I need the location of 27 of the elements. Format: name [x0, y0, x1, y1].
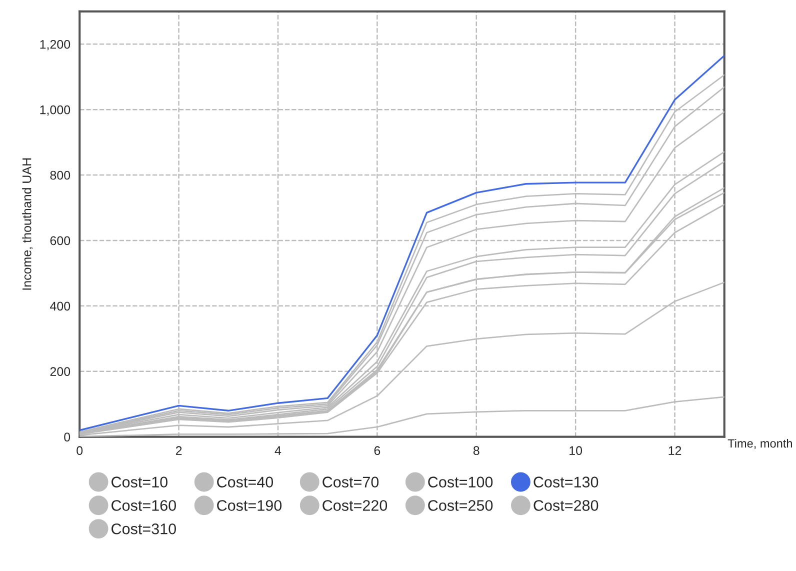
legend-label: Cost=40 — [217, 476, 274, 488]
x-tick-label: 10 — [570, 446, 582, 456]
legend-label: Cost=10 — [112, 476, 168, 488]
y-tick-label: 1,200 — [40, 40, 70, 50]
legend-label: Cost=190 — [217, 500, 282, 511]
y-axis-title: Income, thouthand UAH — [22, 158, 33, 290]
legend-label: Cost=280 — [534, 500, 598, 511]
y-tick-label: 400 — [50, 302, 70, 311]
legend-label: Cost=70 — [322, 476, 379, 488]
legend-label: Cost=220 — [322, 500, 388, 511]
y-tick-label: 1,000 — [40, 105, 70, 116]
legend-label: Cost=100 — [428, 476, 493, 488]
legend-label: Cost=160 — [112, 500, 176, 511]
x-tick-label: 6 — [374, 446, 380, 456]
legend-label: Cost=310 — [112, 523, 176, 534]
x-tick-label: 4 — [274, 446, 282, 455]
x-tick-label: 8 — [473, 446, 480, 456]
legend-label: Cost=130 — [534, 476, 598, 488]
x-axis-title: Time, month — [728, 438, 792, 450]
x-tick-label: 12 — [668, 446, 682, 455]
y-tick-label: 0 — [64, 432, 70, 442]
y-tick-label: 800 — [50, 170, 70, 180]
x-tick-label: 2 — [176, 446, 182, 455]
y-tick-label: 200 — [50, 367, 70, 376]
legend-label: Cost=250 — [428, 500, 493, 511]
y-tick-label: 600 — [50, 236, 70, 246]
x-tick-label: 0 — [76, 446, 83, 456]
